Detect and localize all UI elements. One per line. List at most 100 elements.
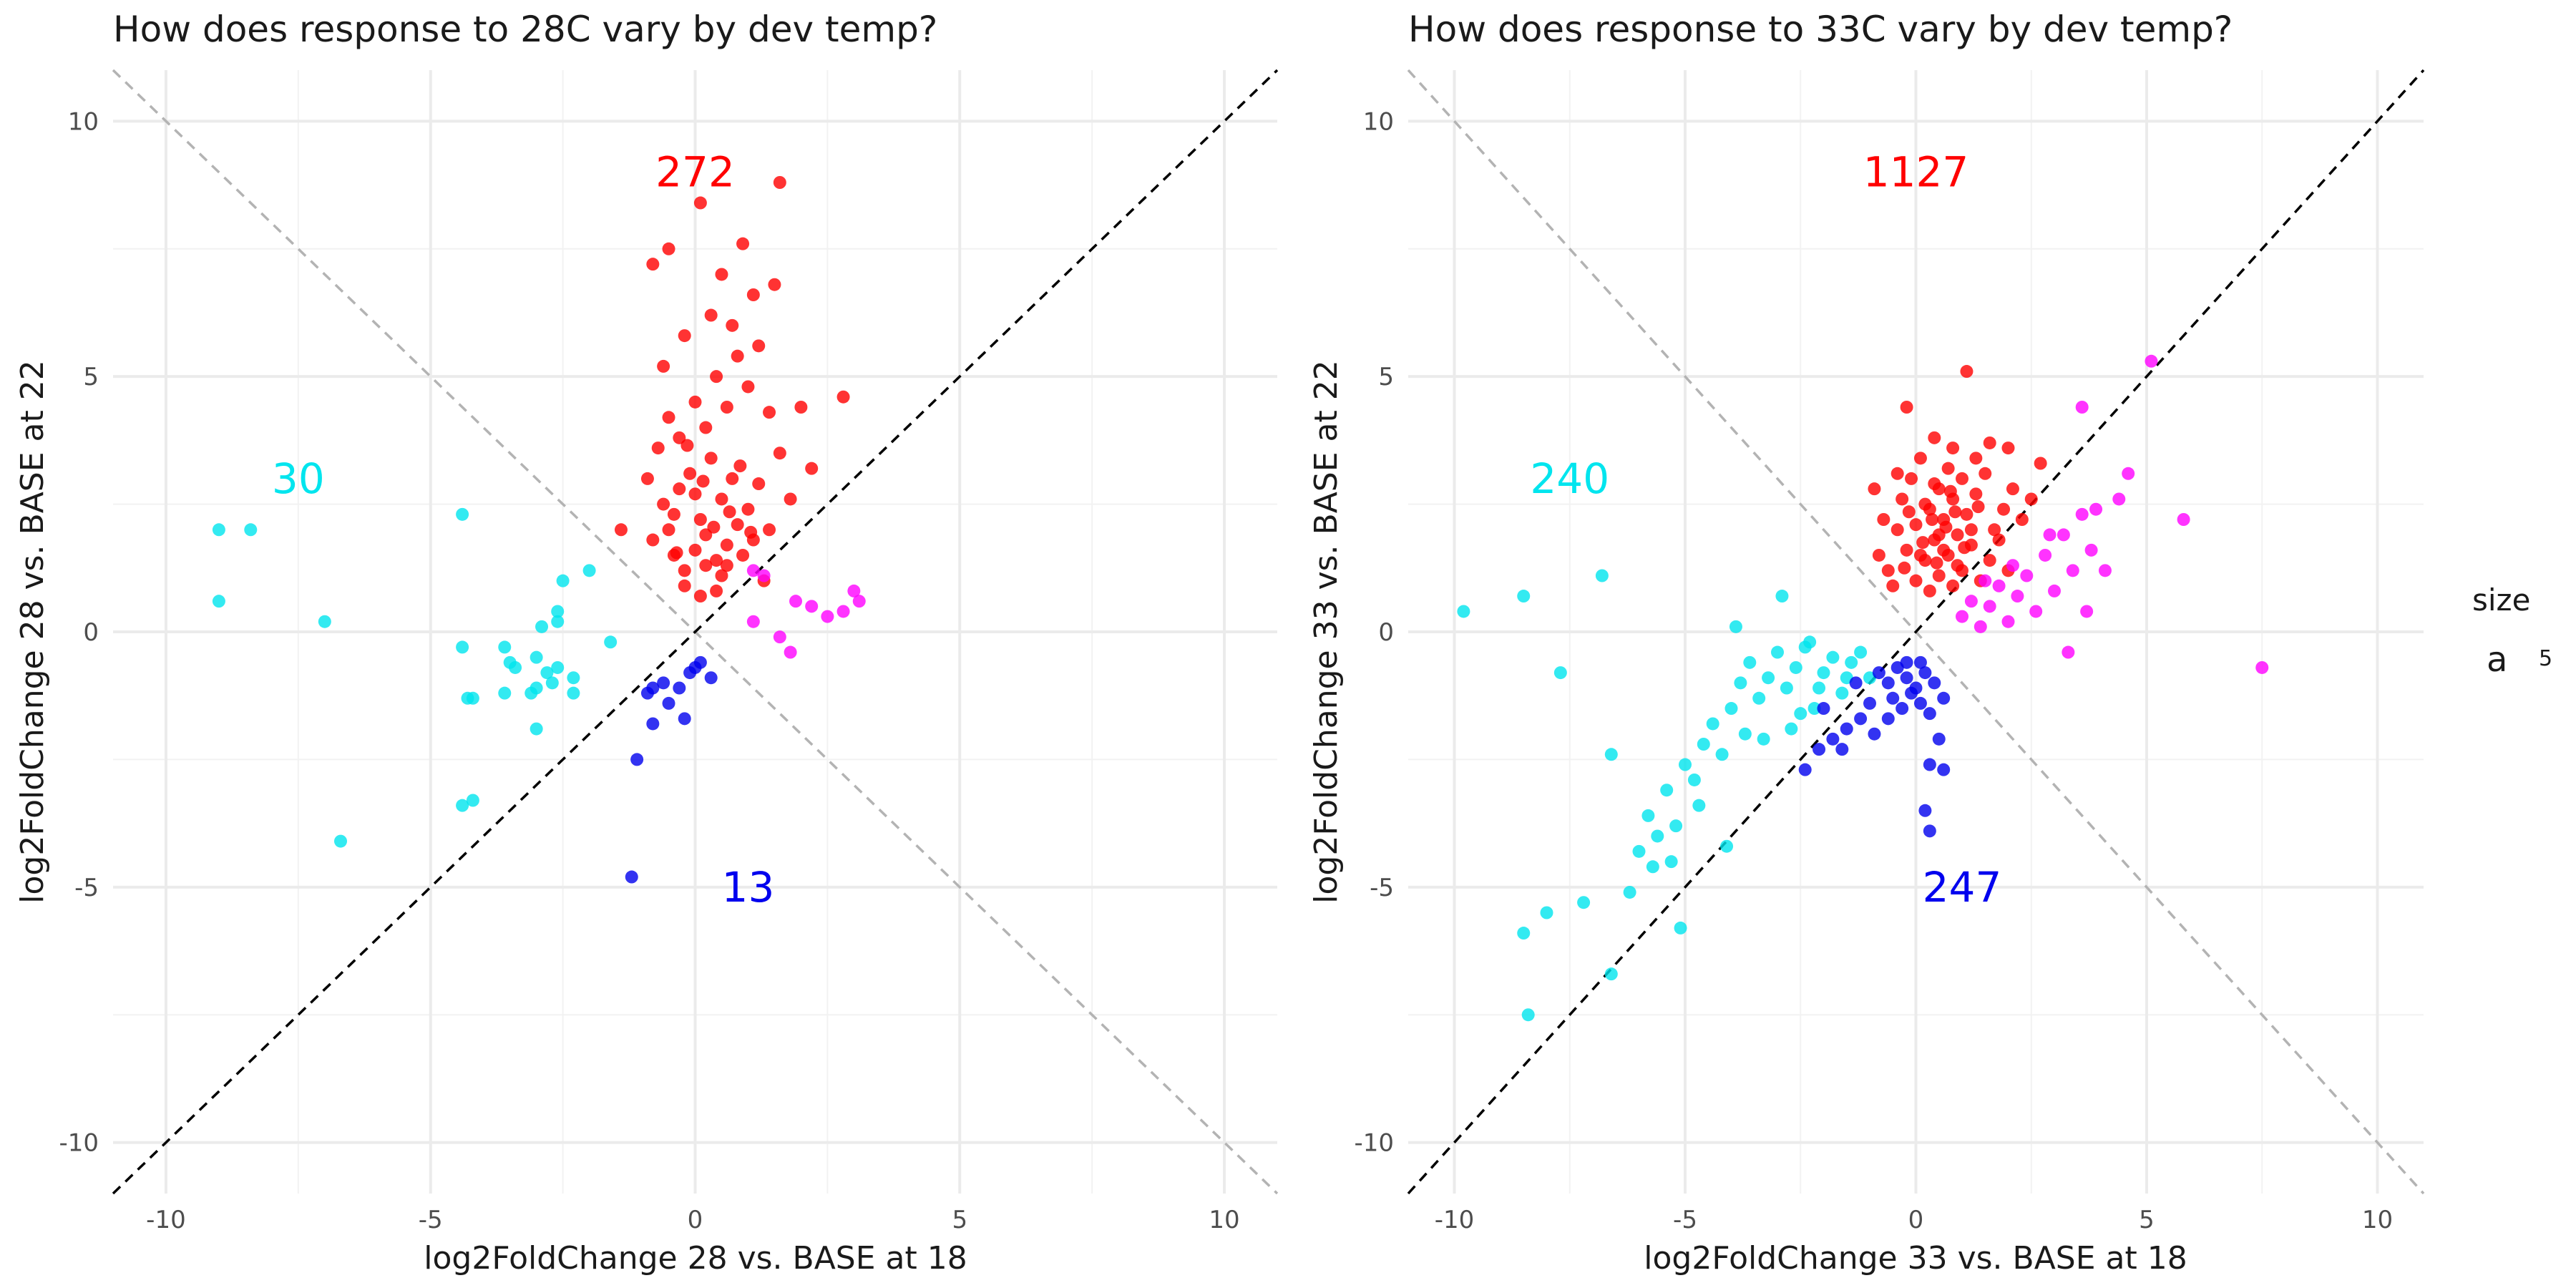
left-data-point <box>683 467 697 480</box>
right-data-point <box>2020 569 2034 582</box>
right-data-point <box>1928 431 1941 444</box>
right-data-point <box>1553 666 1567 680</box>
right-data-point <box>1785 722 1798 736</box>
right-data-point <box>1923 707 1936 721</box>
left-data-point <box>836 605 850 618</box>
left-data-point <box>456 507 469 521</box>
right-data-point <box>1909 518 1923 532</box>
left-x-tick-label: 5 <box>952 1206 967 1234</box>
left-count-label: 13 <box>722 863 775 912</box>
right-y-tick-label: 10 <box>1363 107 1394 136</box>
right-data-point <box>1926 513 1939 526</box>
right-x-tick-label: 0 <box>1908 1206 1924 1234</box>
left-data-point <box>773 630 786 644</box>
right-data-point <box>1928 676 1941 690</box>
right-data-point <box>1854 712 1868 726</box>
left-y-tick-label: 0 <box>83 618 99 647</box>
left-data-point <box>551 615 565 628</box>
left-data-point <box>673 431 686 444</box>
left-data-point <box>530 722 543 736</box>
right-data-point <box>1692 799 1706 812</box>
left-data-point <box>699 528 713 542</box>
right-data-point <box>1679 758 1692 771</box>
right-data-point <box>1807 702 1821 716</box>
left-data-point <box>673 482 686 496</box>
right-data-point <box>1757 732 1770 746</box>
left-data-point <box>752 477 766 491</box>
right-scatter-panel: -10 -5 0 5 10 -10 -5 0 5 10 1127 240 247 How does … <box>1308 9 2425 1277</box>
left-data-point <box>710 370 723 384</box>
right-data-point <box>1900 401 1913 414</box>
left-data-point <box>456 799 469 812</box>
right-data-point <box>1872 548 1885 562</box>
right-data-point <box>2112 492 2126 506</box>
left-data-point <box>726 472 739 485</box>
right-data-point <box>1623 885 1636 899</box>
right-data-point <box>1877 513 1890 526</box>
left-data-point <box>657 497 670 511</box>
left-data-point <box>567 686 580 700</box>
right-data-point <box>1918 666 1932 680</box>
right-data-point <box>1780 681 1793 695</box>
left-data-point <box>836 390 850 404</box>
right-data-point <box>2043 528 2057 542</box>
left-data-point <box>662 242 675 255</box>
right-count-label: 240 <box>1530 454 1609 503</box>
left-data-point <box>688 543 702 557</box>
left-data-point <box>763 523 776 537</box>
right-data-point <box>1937 763 1951 776</box>
left-data-point <box>794 401 808 414</box>
right-data-point <box>1752 691 1766 705</box>
left-data-point <box>678 564 691 577</box>
right-data-point <box>1803 635 1817 649</box>
right-data-point <box>1868 482 1881 496</box>
left-data-point <box>625 870 638 884</box>
right-data-point <box>1669 819 1683 833</box>
left-data-point <box>852 595 866 608</box>
right-data-point <box>1826 732 1840 746</box>
right-data-point <box>1794 707 1807 721</box>
left-data-point <box>731 349 744 363</box>
left-data-point <box>723 505 736 519</box>
left-data-point <box>604 635 618 649</box>
right-data-point <box>1517 590 1531 603</box>
right-data-point <box>1890 523 1904 537</box>
left-count-label: 272 <box>655 148 735 197</box>
left-data-point <box>746 564 760 577</box>
left-data-point <box>710 554 723 567</box>
right-data-point <box>1775 590 1789 603</box>
right-data-point <box>1960 365 1974 379</box>
right-data-point <box>2089 502 2103 516</box>
right-y-axis-title: log2FoldChange 33 vs. BASE at 22 <box>1308 360 1345 903</box>
left-data-point <box>212 595 225 608</box>
left-data-point <box>614 523 628 537</box>
left-data-point <box>498 686 512 700</box>
right-data-point <box>1992 579 2006 592</box>
right-data-point <box>2011 590 2024 603</box>
right-data-point <box>1913 655 1927 669</box>
left-data-point <box>646 717 660 731</box>
left-data-point <box>651 441 665 455</box>
left-data-point <box>535 620 549 633</box>
left-data-point <box>707 520 721 534</box>
left-y-tick-label: -5 <box>74 874 99 902</box>
left-y-tick-label: 5 <box>83 363 99 391</box>
right-data-point <box>1941 462 1955 475</box>
right-data-point <box>1771 645 1784 659</box>
right-data-point <box>1896 492 1909 506</box>
right-data-point <box>1660 784 1674 797</box>
right-data-point <box>1900 671 1913 685</box>
right-x-axis-title: log2FoldChange 33 vs. BASE at 18 <box>1644 1240 2187 1277</box>
right-data-point <box>1983 554 1996 567</box>
right-data-point <box>1923 824 1936 838</box>
right-data-point <box>1540 906 1553 919</box>
left-data-point <box>466 794 479 807</box>
left-data-point <box>530 650 543 664</box>
right-data-point <box>1932 732 1946 746</box>
right-data-point <box>1905 472 1918 485</box>
left-data-point <box>715 569 728 582</box>
left-data-point <box>657 676 670 690</box>
right-data-point <box>2075 401 2089 414</box>
left-data-point <box>752 339 766 353</box>
right-data-point <box>1687 773 1701 786</box>
